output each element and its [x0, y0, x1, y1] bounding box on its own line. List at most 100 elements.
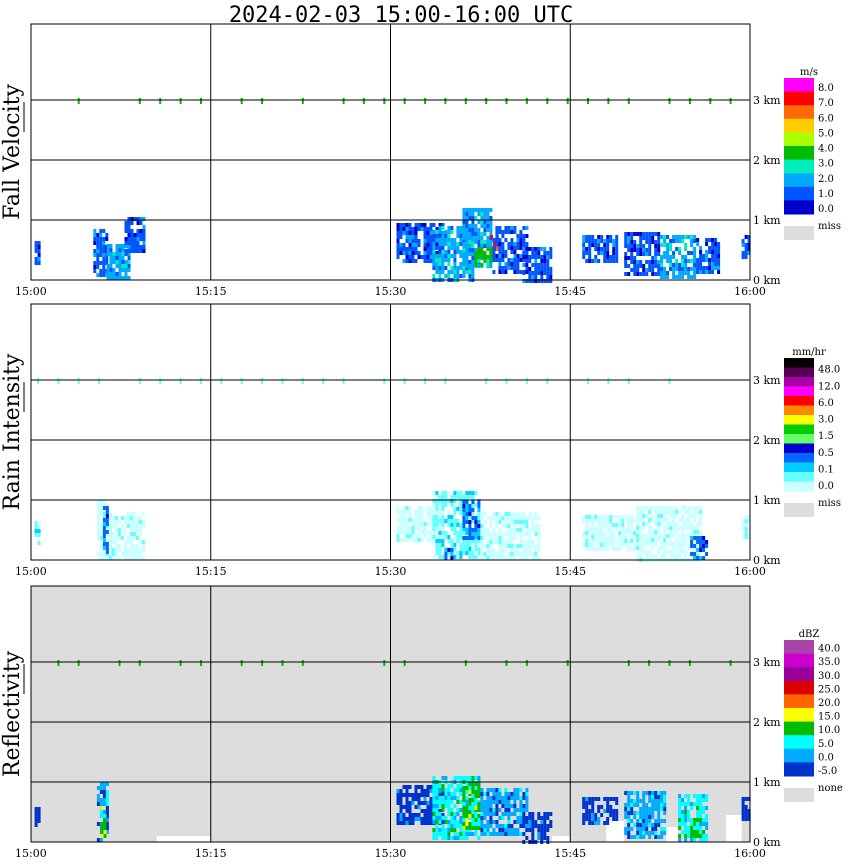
echo-pixel	[432, 230, 436, 234]
echo-pixel	[501, 524, 505, 528]
echo-pixel	[582, 255, 586, 259]
echo-pixel	[477, 240, 481, 244]
echo-pixel	[618, 519, 622, 523]
echo-pixel	[702, 556, 706, 560]
echo-pixel	[672, 267, 676, 271]
echo-pixel	[465, 512, 469, 516]
echo-pixel	[648, 835, 652, 839]
echo-pixel	[438, 519, 442, 523]
echo-pixel	[37, 253, 41, 257]
colorbar-tick-label: 3.0	[818, 159, 834, 170]
echo-pixel	[513, 262, 517, 266]
echo-pixel	[465, 495, 469, 499]
echo-pixel	[588, 817, 592, 821]
echo-pixel	[495, 800, 499, 804]
echo-pixel	[663, 791, 667, 795]
echo-cell	[522, 247, 553, 283]
echo-pixel	[34, 525, 38, 529]
echo-pixel	[141, 540, 145, 544]
echo-pixel	[669, 542, 673, 546]
echo-pixel	[408, 801, 412, 805]
echo-pixel	[480, 552, 484, 556]
echo-pixel	[423, 223, 427, 227]
echo-pixel	[597, 797, 601, 801]
echo-pixel	[699, 266, 703, 270]
echo-pixel	[585, 259, 589, 263]
echo-pixel	[681, 534, 685, 538]
echo-pixel	[133, 233, 137, 237]
echo-pixel	[591, 243, 595, 247]
echo-pixel	[414, 522, 418, 526]
echo-pixel	[459, 784, 463, 788]
echo-pixel	[516, 262, 520, 266]
echo-pixel	[648, 232, 652, 236]
echo-pixel	[402, 231, 406, 235]
echo-pixel	[136, 229, 140, 233]
echo-pixel	[462, 500, 466, 504]
echo-pixel	[684, 830, 688, 834]
echo-pixel	[636, 264, 640, 268]
echo-pixel	[612, 531, 616, 535]
echo-pixel	[447, 491, 451, 495]
echo-pixel	[120, 552, 124, 556]
echo-pixel	[645, 506, 649, 510]
echo-pixel	[714, 262, 718, 266]
echo-pixel	[591, 821, 595, 825]
echo-pixel	[438, 226, 442, 230]
echo-pixel	[480, 788, 484, 792]
echo-pixel	[666, 542, 670, 546]
echo-pixel	[741, 519, 745, 523]
echo-pixel	[639, 264, 643, 268]
echo-pixel	[504, 230, 508, 234]
echo-pixel	[687, 826, 691, 830]
echo-pixel	[696, 266, 700, 270]
echo-pixel	[627, 827, 631, 831]
echo-pixel	[684, 259, 688, 263]
echo-pixel	[678, 802, 682, 806]
echo-pixel	[483, 808, 487, 812]
echo-pixel	[441, 266, 445, 270]
echo-pixel	[588, 515, 592, 519]
echo-pixel	[633, 260, 637, 264]
echo-pixel	[435, 246, 439, 250]
echo-pixel	[115, 248, 119, 252]
echo-cell	[582, 797, 619, 825]
echo-pixel	[477, 782, 481, 786]
echo-pixel	[693, 794, 697, 798]
echo-pixel	[468, 555, 472, 559]
top-echo-mark	[342, 98, 345, 104]
echo-pixel	[630, 240, 634, 244]
echo-pixel	[591, 515, 595, 519]
echo-pixel	[447, 788, 451, 792]
echo-pixel	[456, 796, 460, 800]
echo-pixel	[642, 819, 646, 823]
echo-pixel	[459, 808, 463, 812]
echo-pixel	[435, 836, 439, 840]
echo-pixel	[522, 824, 526, 828]
echo-pixel	[597, 239, 601, 243]
echo-pixel	[429, 534, 433, 538]
echo-pixel	[426, 510, 430, 514]
echo-pixel	[474, 251, 478, 255]
echo-pixel	[408, 259, 412, 263]
echo-pixel	[498, 808, 502, 812]
echo-pixel	[96, 249, 100, 253]
echo-pixel	[453, 828, 457, 832]
echo-pixel	[543, 267, 547, 271]
echo-pixel	[429, 255, 433, 259]
echo-pixel	[660, 510, 664, 514]
echo-pixel	[636, 799, 640, 803]
echo-pixel	[660, 819, 664, 823]
echo-pixel	[657, 815, 661, 819]
echo-pixel	[675, 526, 679, 530]
panel-border	[30, 303, 751, 561]
echo-pixel	[429, 801, 433, 805]
echo-pixel	[687, 810, 691, 814]
echo-pixel	[99, 536, 103, 540]
echo-pixel	[105, 782, 109, 786]
colorbar-swatch	[784, 680, 814, 695]
echo-pixel	[501, 556, 505, 560]
echo-pixel	[414, 235, 418, 239]
echo-pixel	[744, 255, 748, 259]
